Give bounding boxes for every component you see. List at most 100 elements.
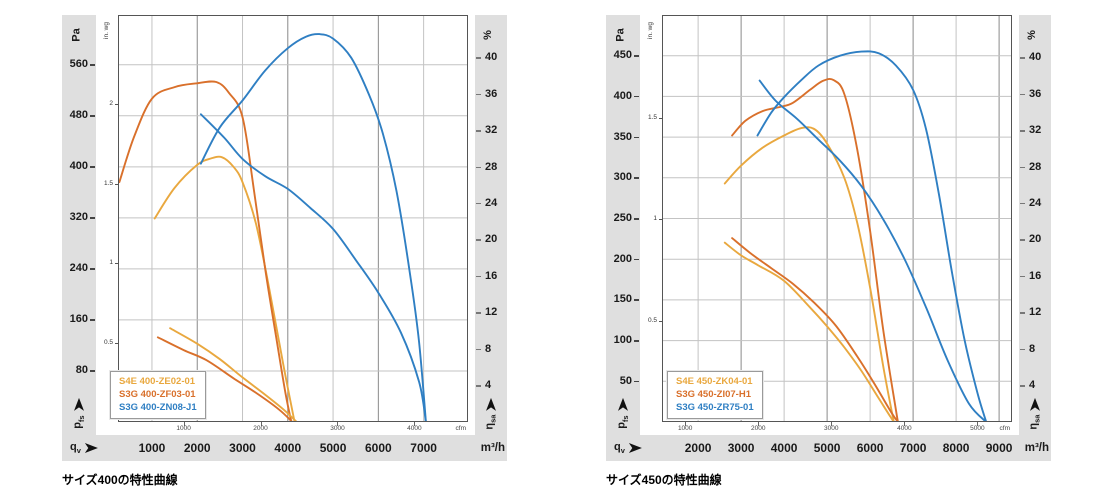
pct-tick-label: 40 xyxy=(485,51,498,64)
pct-tick-label: 12 xyxy=(485,306,498,319)
legend: S4E 400-ZE02-01 S3G 400-ZF03-01 S3G 400-ZN… xyxy=(110,371,206,419)
pct-tick-mark xyxy=(1020,202,1025,205)
cfm-axis: cfm 1000 2000 3000 4000 xyxy=(118,422,468,435)
inwg-tick-label: 1.5 xyxy=(647,113,657,121)
y-axis-inwg-gutter: in. wg 1.5 1 0.5 xyxy=(640,15,662,435)
pct-tick-label: 8 xyxy=(1029,342,1036,355)
inwg-tick-mark xyxy=(115,263,118,265)
up-arrow-icon xyxy=(1030,397,1040,411)
right-gutter xyxy=(1012,15,1019,435)
cfm-tick-label: 3000 xyxy=(824,425,839,432)
pa-tick-mark xyxy=(90,166,95,168)
pa-tick-label: 300 xyxy=(613,171,632,184)
up-arrow-icon xyxy=(74,397,84,411)
pct-tick-label: 40 xyxy=(1029,51,1042,64)
curve-S3G-400-ZF03-01-pressure xyxy=(118,80,293,422)
pa-unit-label: Pa xyxy=(70,28,83,42)
pct-tick-label: 16 xyxy=(1029,269,1042,282)
chart-caption: サイズ400の特性曲線 xyxy=(62,473,178,487)
pa-tick-label: 240 xyxy=(69,262,88,275)
x-tick-label: 3000 xyxy=(727,441,755,455)
cfm-tick-mark xyxy=(904,422,906,426)
pct-tick-label: 24 xyxy=(485,196,498,209)
inwg-tick-mark xyxy=(659,320,662,322)
plot-area: cfm 1000 2000 3000 4000 5000 S4E 450-ZK04-01… xyxy=(662,15,1012,435)
pct-tick-label: 28 xyxy=(485,160,498,173)
percent-unit-label: % xyxy=(481,30,494,40)
curve-S3G-400-ZF03-01-efficiency xyxy=(156,336,294,422)
legend-entry: S4E 400-ZE02-01 xyxy=(119,376,196,387)
flow-symbol: qv xyxy=(70,435,98,461)
pa-tick-label: 400 xyxy=(69,160,88,173)
cfm-tick-mark xyxy=(183,422,185,426)
cfm-axis: cfm 1000 2000 3000 4000 5000 xyxy=(662,422,1012,435)
curve-S4E-400-ZE02-01-efficiency xyxy=(169,327,298,422)
pct-tick-label: 32 xyxy=(485,124,498,137)
cfm-tick-mark xyxy=(337,422,339,426)
pct-tick-label: 4 xyxy=(1029,379,1036,392)
pct-tick-mark xyxy=(1020,239,1025,241)
x-tick-label: 5000 xyxy=(813,441,841,455)
pa-tick-label: 400 xyxy=(613,89,632,102)
pa-tick-mark xyxy=(634,55,639,57)
pct-tick-mark xyxy=(476,348,481,351)
cfm-tick-label: 2000 xyxy=(750,425,766,432)
cfm-tick-mark xyxy=(414,422,416,426)
pct-tick-mark xyxy=(1020,93,1025,96)
x-tick-label: 2000 xyxy=(183,441,211,455)
x-tick-label: 3000 xyxy=(229,441,256,455)
y-axis-pa-band: Pa pfs 450 400 350 300 250 200 150 100 50 xyxy=(606,15,640,435)
pa-unit-label: Pa xyxy=(614,28,627,42)
pa-tick-label: 50 xyxy=(619,374,632,387)
y-axis-pct-band: % ηsa 40 36 32 28 24 20 16 12 8 4 xyxy=(1019,15,1051,435)
pa-tick-label: 450 xyxy=(613,49,632,62)
cfm-unit-label: cfm xyxy=(999,425,1010,432)
x-tick-label: 7000 xyxy=(410,441,437,455)
pct-tick-mark xyxy=(476,202,481,205)
inwg-tick-label: 0.5 xyxy=(103,338,113,346)
pa-tick-mark xyxy=(634,136,639,139)
pa-tick-label: 320 xyxy=(69,211,88,224)
pct-tick-mark xyxy=(476,166,481,169)
x-tick-label: 1000 xyxy=(138,441,166,455)
x-tick-label: 7000 xyxy=(899,441,927,455)
inwg-tick-mark xyxy=(659,117,662,119)
pa-tick-label: 80 xyxy=(75,364,88,377)
x-tick-label: 5000 xyxy=(319,441,347,455)
cfm-tick-label: 2000 xyxy=(253,425,268,432)
pa-tick-mark xyxy=(90,115,95,117)
cfm-tick-label: 1000 xyxy=(677,425,693,432)
pct-tick-label: 28 xyxy=(1029,160,1042,173)
curve-S3G-400-ZN08-J1-efficiency xyxy=(199,113,427,422)
pa-tick-mark xyxy=(90,64,95,66)
cfm-tick-mark xyxy=(831,422,833,426)
curve-S3G-450-ZI07-H1-pressure xyxy=(731,78,900,422)
fan-curve-chart-400: Pa pfs 560 480 400 320 240 160 80 in. wg 2 1.5 1… xyxy=(62,15,507,494)
legend-entry: S4E 450-ZK04-01 xyxy=(676,376,753,387)
curve-S4E-400-ZE02-01-pressure xyxy=(153,155,296,422)
pct-tick-label: 8 xyxy=(485,342,492,355)
up-arrow-icon xyxy=(486,397,496,411)
inwg-tick-mark xyxy=(115,104,118,106)
legend: S4E 450-ZK04-01 S3G 450-ZI07-H1 S3G 450-ZR… xyxy=(667,371,763,419)
curve-S3G-450-ZR75-01-efficiency xyxy=(758,79,988,422)
pa-tick-mark xyxy=(634,380,639,383)
inwg-unit-label: in. wg xyxy=(102,22,110,39)
curve-S3G-450-ZI07-H1-efficiency xyxy=(731,237,900,422)
pa-tick-label: 480 xyxy=(69,109,88,122)
pct-tick-mark xyxy=(1020,348,1025,351)
pct-tick-label: 16 xyxy=(485,269,498,282)
pa-tick-label: 100 xyxy=(613,334,632,347)
cfm-tick-label: 3000 xyxy=(330,425,345,432)
cfm-tick-label: 1000 xyxy=(176,425,191,432)
cfm-tick-label: 4000 xyxy=(897,425,912,432)
chart-caption: サイズ450の特性曲線 xyxy=(606,473,722,487)
pct-tick-mark xyxy=(1020,57,1025,59)
m3h-unit-label: m³/h xyxy=(1024,442,1049,454)
cfm-tick-mark xyxy=(260,422,262,426)
cfm-tick-mark xyxy=(685,422,687,426)
pct-tick-mark xyxy=(476,385,481,387)
percent-unit-label: % xyxy=(1025,30,1038,40)
pct-tick-mark xyxy=(1020,385,1025,387)
pct-tick-mark xyxy=(476,275,481,278)
